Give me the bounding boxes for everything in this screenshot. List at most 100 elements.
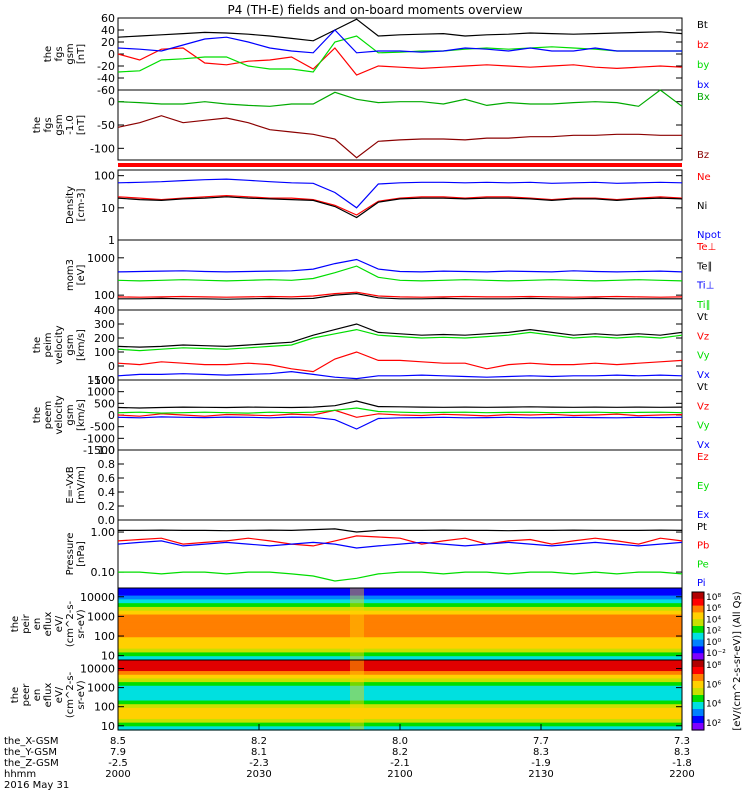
legend-entry: Ey <box>697 481 709 492</box>
colorbar-cell <box>692 605 704 613</box>
series-line-Ni <box>117 196 683 219</box>
panel-frame <box>117 89 683 161</box>
heatmap-band <box>118 663 682 668</box>
series-line-Pt <box>118 528 683 533</box>
legend-entry: Vy <box>697 421 710 432</box>
y-tick-label: 40 <box>101 24 115 37</box>
series-line-Ne <box>117 194 683 216</box>
y-tick-label: 300 <box>94 318 115 331</box>
y-axis-label-line: the <box>43 46 54 62</box>
y-axis-label-line: eV/ <box>54 686 65 703</box>
heatmap-band <box>118 656 682 661</box>
y-tick-label: 0 <box>108 48 115 61</box>
x-row-label: the_X-GSM <box>4 736 58 747</box>
panel-frame <box>117 17 683 91</box>
y-tick-label: 100 <box>94 630 115 643</box>
y-tick-label: -40 <box>97 72 115 85</box>
y-axis-label-line: gsm <box>65 43 76 64</box>
panel-frame <box>117 169 683 241</box>
y-axis-label-line: velocity <box>54 395 65 434</box>
legend-entry: by <box>697 60 709 71</box>
heatmap-band <box>118 711 682 716</box>
y-tick-label: 20 <box>101 36 115 49</box>
y-axis-label-line: Density <box>65 186 76 224</box>
legend-entry: Npot <box>697 230 721 241</box>
legend-entry: Pt <box>697 522 707 533</box>
series-line-Bt <box>117 18 683 42</box>
colorbar-cell <box>692 723 704 731</box>
legend-entry: Te∥ <box>696 261 713 272</box>
series-line-Vy <box>117 407 683 414</box>
heatmap-band <box>118 682 682 687</box>
date-label: 2016 May 31 <box>4 780 69 791</box>
y-axis-label-line: eflux <box>43 612 54 637</box>
y-axis-label-line: fgs <box>54 46 65 61</box>
panels: 6040200-20-40-60thefgsgsm[nT]Btbzbybx0-5… <box>10 12 721 733</box>
series-line-Pi <box>117 540 683 549</box>
colorbar-cell <box>692 653 704 661</box>
x-tick-label-hhmm: 2130 <box>528 769 553 780</box>
x-tick-label-the_Z-GSM: -1.8 <box>672 758 692 769</box>
heatmap-band <box>118 715 682 720</box>
legend-entry: bz <box>697 40 709 51</box>
x-tick-label-the_Y-GSM: 8.3 <box>533 747 549 758</box>
legend-entry: Ez <box>697 452 709 463</box>
x-row-label: the_Y-GSM <box>4 747 57 758</box>
colorbar-cell <box>692 646 704 654</box>
y-tick-label: 0 <box>108 409 115 422</box>
x-tick-label-the_X-GSM: 8.5 <box>110 736 126 747</box>
legend-entry: Pe <box>697 559 709 570</box>
heatmap-band <box>118 637 682 642</box>
y-axis-label-line: velocity <box>54 325 65 364</box>
colorbar-cell <box>692 626 704 634</box>
colorbar-tick: 10² <box>706 627 721 637</box>
x-tick-label-the_Y-GSM: 8.3 <box>674 747 690 758</box>
heatmap-band <box>118 633 682 638</box>
y-tick-label: 0.4 <box>98 486 116 499</box>
x-tick-label-the_X-GSM: 7.7 <box>533 736 549 747</box>
y-axis-label-line: sr-eV) <box>76 680 87 709</box>
legend-entry: Ex <box>697 510 709 521</box>
y-axis-label-line: E=-VxB <box>65 466 76 503</box>
series-line-Vx <box>117 416 683 430</box>
heatmap-band <box>118 704 682 709</box>
y-tick-label: 100 <box>94 289 115 302</box>
y-tick-label: 100 <box>94 170 115 183</box>
y-tick-label: 200 <box>94 332 115 345</box>
series-line-Vz <box>117 351 683 373</box>
y-axis-label-line: (cm^2-s- <box>65 600 76 647</box>
legend-entry: Ne <box>697 172 711 183</box>
y-tick-label: 1000 <box>87 610 115 623</box>
y-axis-label-line: mom3 <box>65 259 76 291</box>
x-tick-label-hhmm: 2000 <box>105 769 130 780</box>
y-tick-label: 1000 <box>87 252 115 265</box>
legend-entry: Vz <box>697 331 709 342</box>
colorbar-frame <box>691 659 705 731</box>
heatmap-band <box>118 622 682 627</box>
y-tick-label: 1000 <box>87 682 115 695</box>
heatmap-band <box>118 696 682 702</box>
panel-2: 100 10 1 Density[cm-3] Ne Ni Npot <box>65 169 721 247</box>
y-axis-label: Pressure[nPa] <box>65 533 87 576</box>
y-axis-label-line: the <box>10 616 21 632</box>
legend-entry: Vz <box>697 401 709 412</box>
heatmap-band <box>118 614 682 619</box>
y-axis-label-line: [eV] <box>76 265 87 286</box>
y-tick-label: 1500 <box>87 374 115 387</box>
y-axis-label: Density[cm-3] <box>65 186 87 224</box>
series-line-Npot <box>117 178 683 209</box>
heatmap-band <box>118 718 682 724</box>
legend-entry: Ni <box>697 201 707 212</box>
y-axis-label: thepeerenefluxeV/(cm^2-s-sr-eV) <box>10 671 87 718</box>
x-tick-label-the_Y-GSM: 8.2 <box>392 747 408 758</box>
y-axis-label-line: gsm <box>65 334 76 355</box>
heatmap-band <box>118 629 682 635</box>
y-axis-label-line: eV/ <box>54 615 65 632</box>
y-axis-label-line: -1.0 <box>65 115 76 135</box>
heatmap-band <box>118 667 682 672</box>
heatmap-band <box>118 707 682 713</box>
panel-6: 1.00.80.60.40.20.0 E=-VxB[mV/m] Ez Ey Ex <box>65 444 709 527</box>
y-axis-label-line: [nT] <box>76 115 87 135</box>
